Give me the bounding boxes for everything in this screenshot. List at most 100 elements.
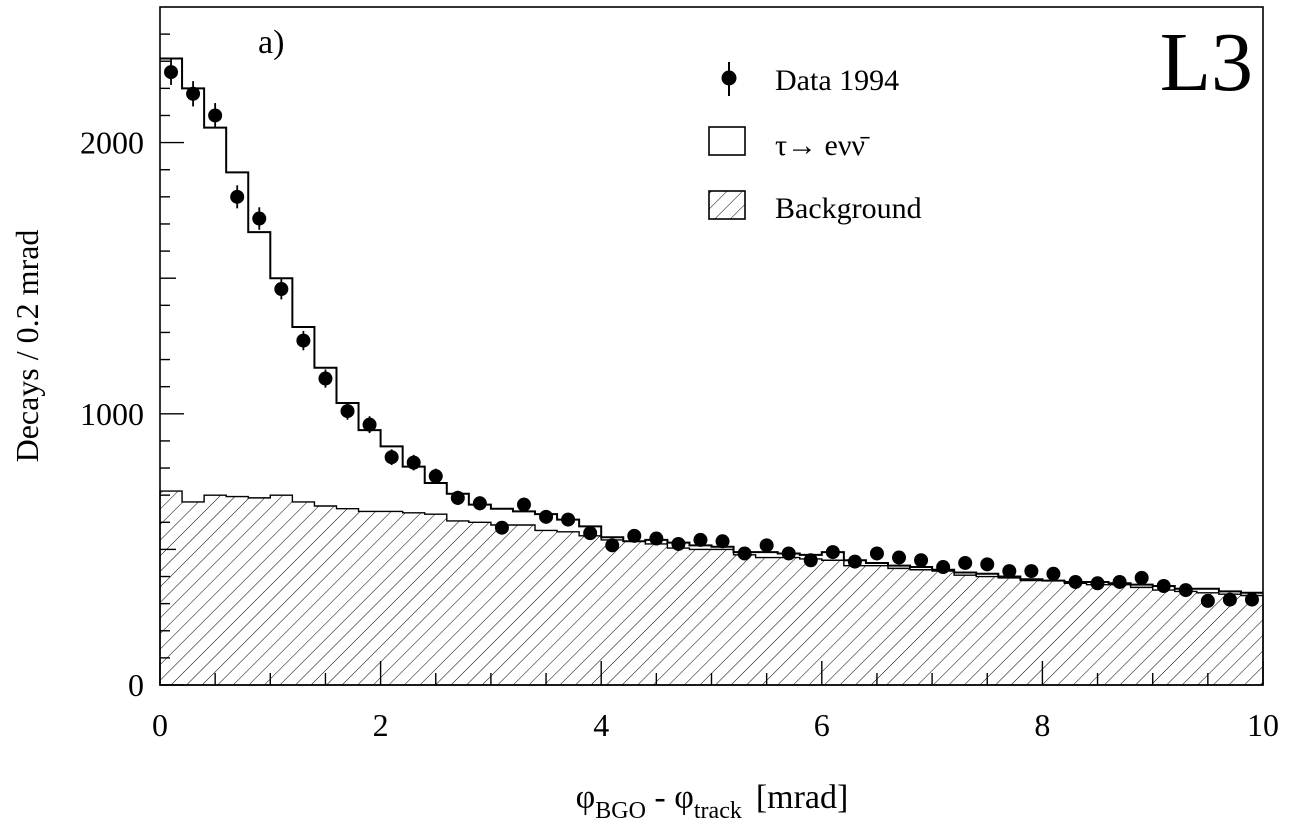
data-point <box>472 496 487 511</box>
data-point <box>340 402 355 420</box>
data-point <box>186 81 201 107</box>
data-marker <box>847 554 862 569</box>
data-marker <box>583 526 598 541</box>
data-point <box>869 546 884 561</box>
data-marker <box>494 520 509 535</box>
x-axis-label-sub-bgo: BGO <box>595 798 646 824</box>
legend-background-swatch <box>708 190 746 220</box>
x-axis-label-unit: [mrad] <box>756 779 849 816</box>
data-point <box>362 416 377 434</box>
x-axis-label-phi1: φ <box>576 779 596 816</box>
data-point <box>1222 592 1237 607</box>
data-point <box>1068 574 1083 589</box>
axis-ticks <box>159 33 1264 686</box>
data-point <box>252 207 267 230</box>
data-marker <box>384 450 399 465</box>
data-marker <box>186 86 201 101</box>
data-point <box>164 59 179 85</box>
data-point <box>759 538 774 553</box>
data-point <box>561 512 576 527</box>
data-marker <box>958 555 973 570</box>
data-marker <box>803 553 818 568</box>
data-marker <box>980 557 995 572</box>
data-marker <box>472 496 487 511</box>
data-marker <box>1112 574 1127 589</box>
legend: Data 1994 τ→ eνν̄ Background <box>708 62 922 225</box>
data-point <box>693 532 708 547</box>
data-point <box>892 550 907 565</box>
background-fill <box>159 490 1264 686</box>
data-point <box>737 546 752 561</box>
data-marker <box>671 536 686 551</box>
data-marker <box>318 371 333 386</box>
legend-data-label: Data 1994 <box>775 64 899 97</box>
x-tick-label: 10 <box>1247 707 1279 743</box>
data-point <box>781 546 796 561</box>
legend-signal-label: τ→ eνν̄ <box>775 129 870 162</box>
data-marker <box>759 538 774 553</box>
data-point <box>1244 592 1259 607</box>
data-point <box>583 526 598 541</box>
data-point <box>825 545 840 560</box>
data-point <box>958 555 973 570</box>
data-marker <box>781 546 796 561</box>
background-histogram <box>159 490 1264 686</box>
data-marker <box>1068 574 1083 589</box>
y-tick-label: 0 <box>128 667 144 703</box>
data-point <box>1112 574 1127 589</box>
data-point <box>936 560 951 575</box>
data-marker <box>936 560 951 575</box>
data-point <box>318 369 333 388</box>
experiment-label: L3 <box>1160 16 1253 109</box>
data-point <box>406 454 421 471</box>
x-tick-label: 4 <box>593 707 609 743</box>
data-point <box>494 520 509 535</box>
data-point <box>1134 570 1149 585</box>
data-marker <box>914 553 929 568</box>
data-marker <box>274 282 289 297</box>
data-marker <box>296 333 311 348</box>
data-points <box>164 59 1259 608</box>
data-marker <box>693 532 708 547</box>
data-point <box>715 534 730 549</box>
data-point <box>1002 564 1017 579</box>
data-marker <box>869 546 884 561</box>
data-marker <box>1178 583 1193 598</box>
data-point <box>428 468 443 484</box>
data-marker <box>362 417 377 432</box>
data-point <box>539 509 554 524</box>
data-point <box>847 554 862 569</box>
data-point <box>1046 566 1061 581</box>
x-tick-label: 6 <box>814 707 830 743</box>
legend-data-marker <box>721 62 737 96</box>
data-point <box>296 330 311 351</box>
data-marker <box>1134 570 1149 585</box>
data-point <box>384 449 399 466</box>
data-marker <box>252 211 267 226</box>
data-point <box>450 490 465 505</box>
data-marker <box>605 538 620 553</box>
x-axis-label: φBGO - φtrack [mrad] <box>576 779 849 824</box>
data-marker <box>450 490 465 505</box>
data-marker <box>1222 592 1237 607</box>
data-marker <box>1244 592 1259 607</box>
data-marker <box>230 189 245 204</box>
data-point <box>1024 564 1039 579</box>
data-marker <box>1156 579 1171 594</box>
data-point <box>230 185 245 209</box>
data-marker <box>627 528 642 543</box>
data-marker <box>825 545 840 560</box>
data-marker <box>164 65 179 80</box>
data-marker <box>428 469 443 484</box>
y-tick-label: 2000 <box>80 125 144 161</box>
data-point <box>803 553 818 568</box>
data-marker <box>892 550 907 565</box>
y-axis-label: Decays / 0.2 mrad <box>9 230 45 463</box>
data-point <box>671 536 686 551</box>
data-marker <box>406 455 421 470</box>
data-marker <box>208 108 223 123</box>
data-marker <box>737 546 752 561</box>
data-marker <box>715 534 730 549</box>
x-tick-label: 8 <box>1034 707 1050 743</box>
